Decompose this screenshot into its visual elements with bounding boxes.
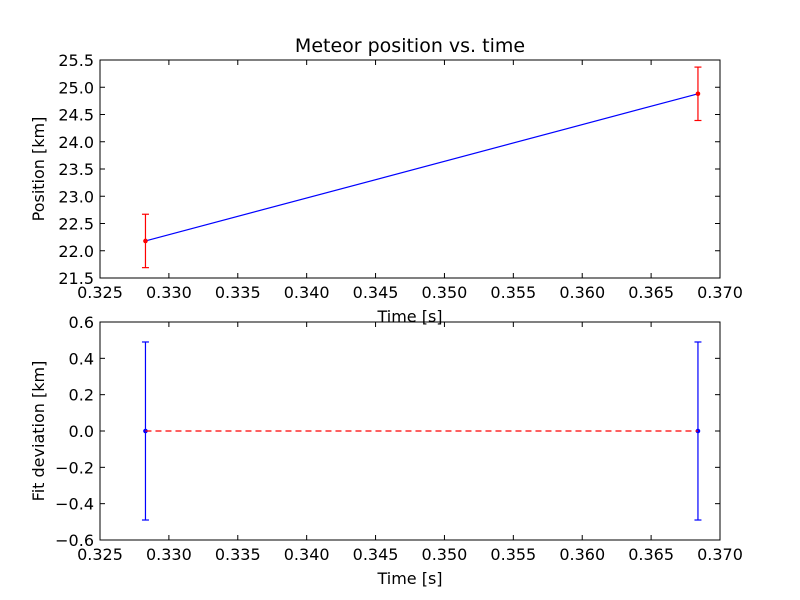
y-tick-label: 25.5 [58,51,94,70]
x-tick-label: 0.325 [77,283,123,302]
x-tick-label: 0.325 [77,545,123,564]
chart-1: 0.325 0.330 0.335 0.340 0.345 0.350 0.355 0.360… [29,35,743,326]
x-axis-label: Time [s] [376,569,442,588]
y-tick-label: −0.4 [55,495,94,514]
series-line-1 [145,93,699,242]
y-tick-label: 24.5 [58,106,94,125]
x-tick-label: 0.340 [284,545,330,564]
x-tick-label: 0.350 [422,545,468,564]
y-axis-label: Position [km] [29,117,48,222]
x-tick-label: 0.340 [284,283,330,302]
chart-title: Meteor position vs. time [295,35,525,57]
y-tick-label: 21.5 [58,269,94,288]
y-tick-label: 23.0 [58,187,94,206]
x-tick-label: 0.360 [559,283,605,302]
y-tick-label: 25.0 [58,78,94,97]
x-tick-label: 0.330 [146,545,192,564]
x-tick-label: 0.335 [215,545,261,564]
x-tick-label: 0.345 [353,283,399,302]
x-tick-label: 0.355 [490,283,536,302]
y-tick-label: 24.0 [58,133,94,152]
x-tick-label: 0.360 [559,545,605,564]
y-tick-label: 0.0 [69,422,94,441]
y-tick-label: 0.2 [69,386,94,405]
y-tick-label: 23.5 [58,160,94,179]
x-axis-label: Time [s] [376,307,442,326]
x-tick-label: 0.335 [215,283,261,302]
y-axis-label: Fit deviation [km] [29,361,48,502]
y-tick-label: −0.6 [55,531,94,550]
x-tick-label: 0.370 [697,545,743,564]
y-tick-label: 22.5 [58,215,94,234]
y-tick-label: 0.4 [69,349,94,368]
x-tick-label: 0.330 [146,283,192,302]
x-tick-label: 0.370 [697,283,743,302]
x-tick-label: 0.345 [353,545,399,564]
x-tick-label: 0.350 [422,283,468,302]
y-tick-label: 22.0 [58,242,94,261]
x-tick-label: 0.355 [490,545,536,564]
axes-frame [99,59,721,279]
chart-2: 0.325 0.330 0.335 0.340 0.345 0.350 0.355 0.360… [29,313,743,588]
x-tick-label: 0.365 [628,545,674,564]
x-tick-label: 0.365 [628,283,674,302]
data-point [143,238,148,244]
y-tick-label: −0.2 [55,458,94,477]
y-tick-label: 0.6 [69,313,94,332]
data-point [695,91,701,97]
